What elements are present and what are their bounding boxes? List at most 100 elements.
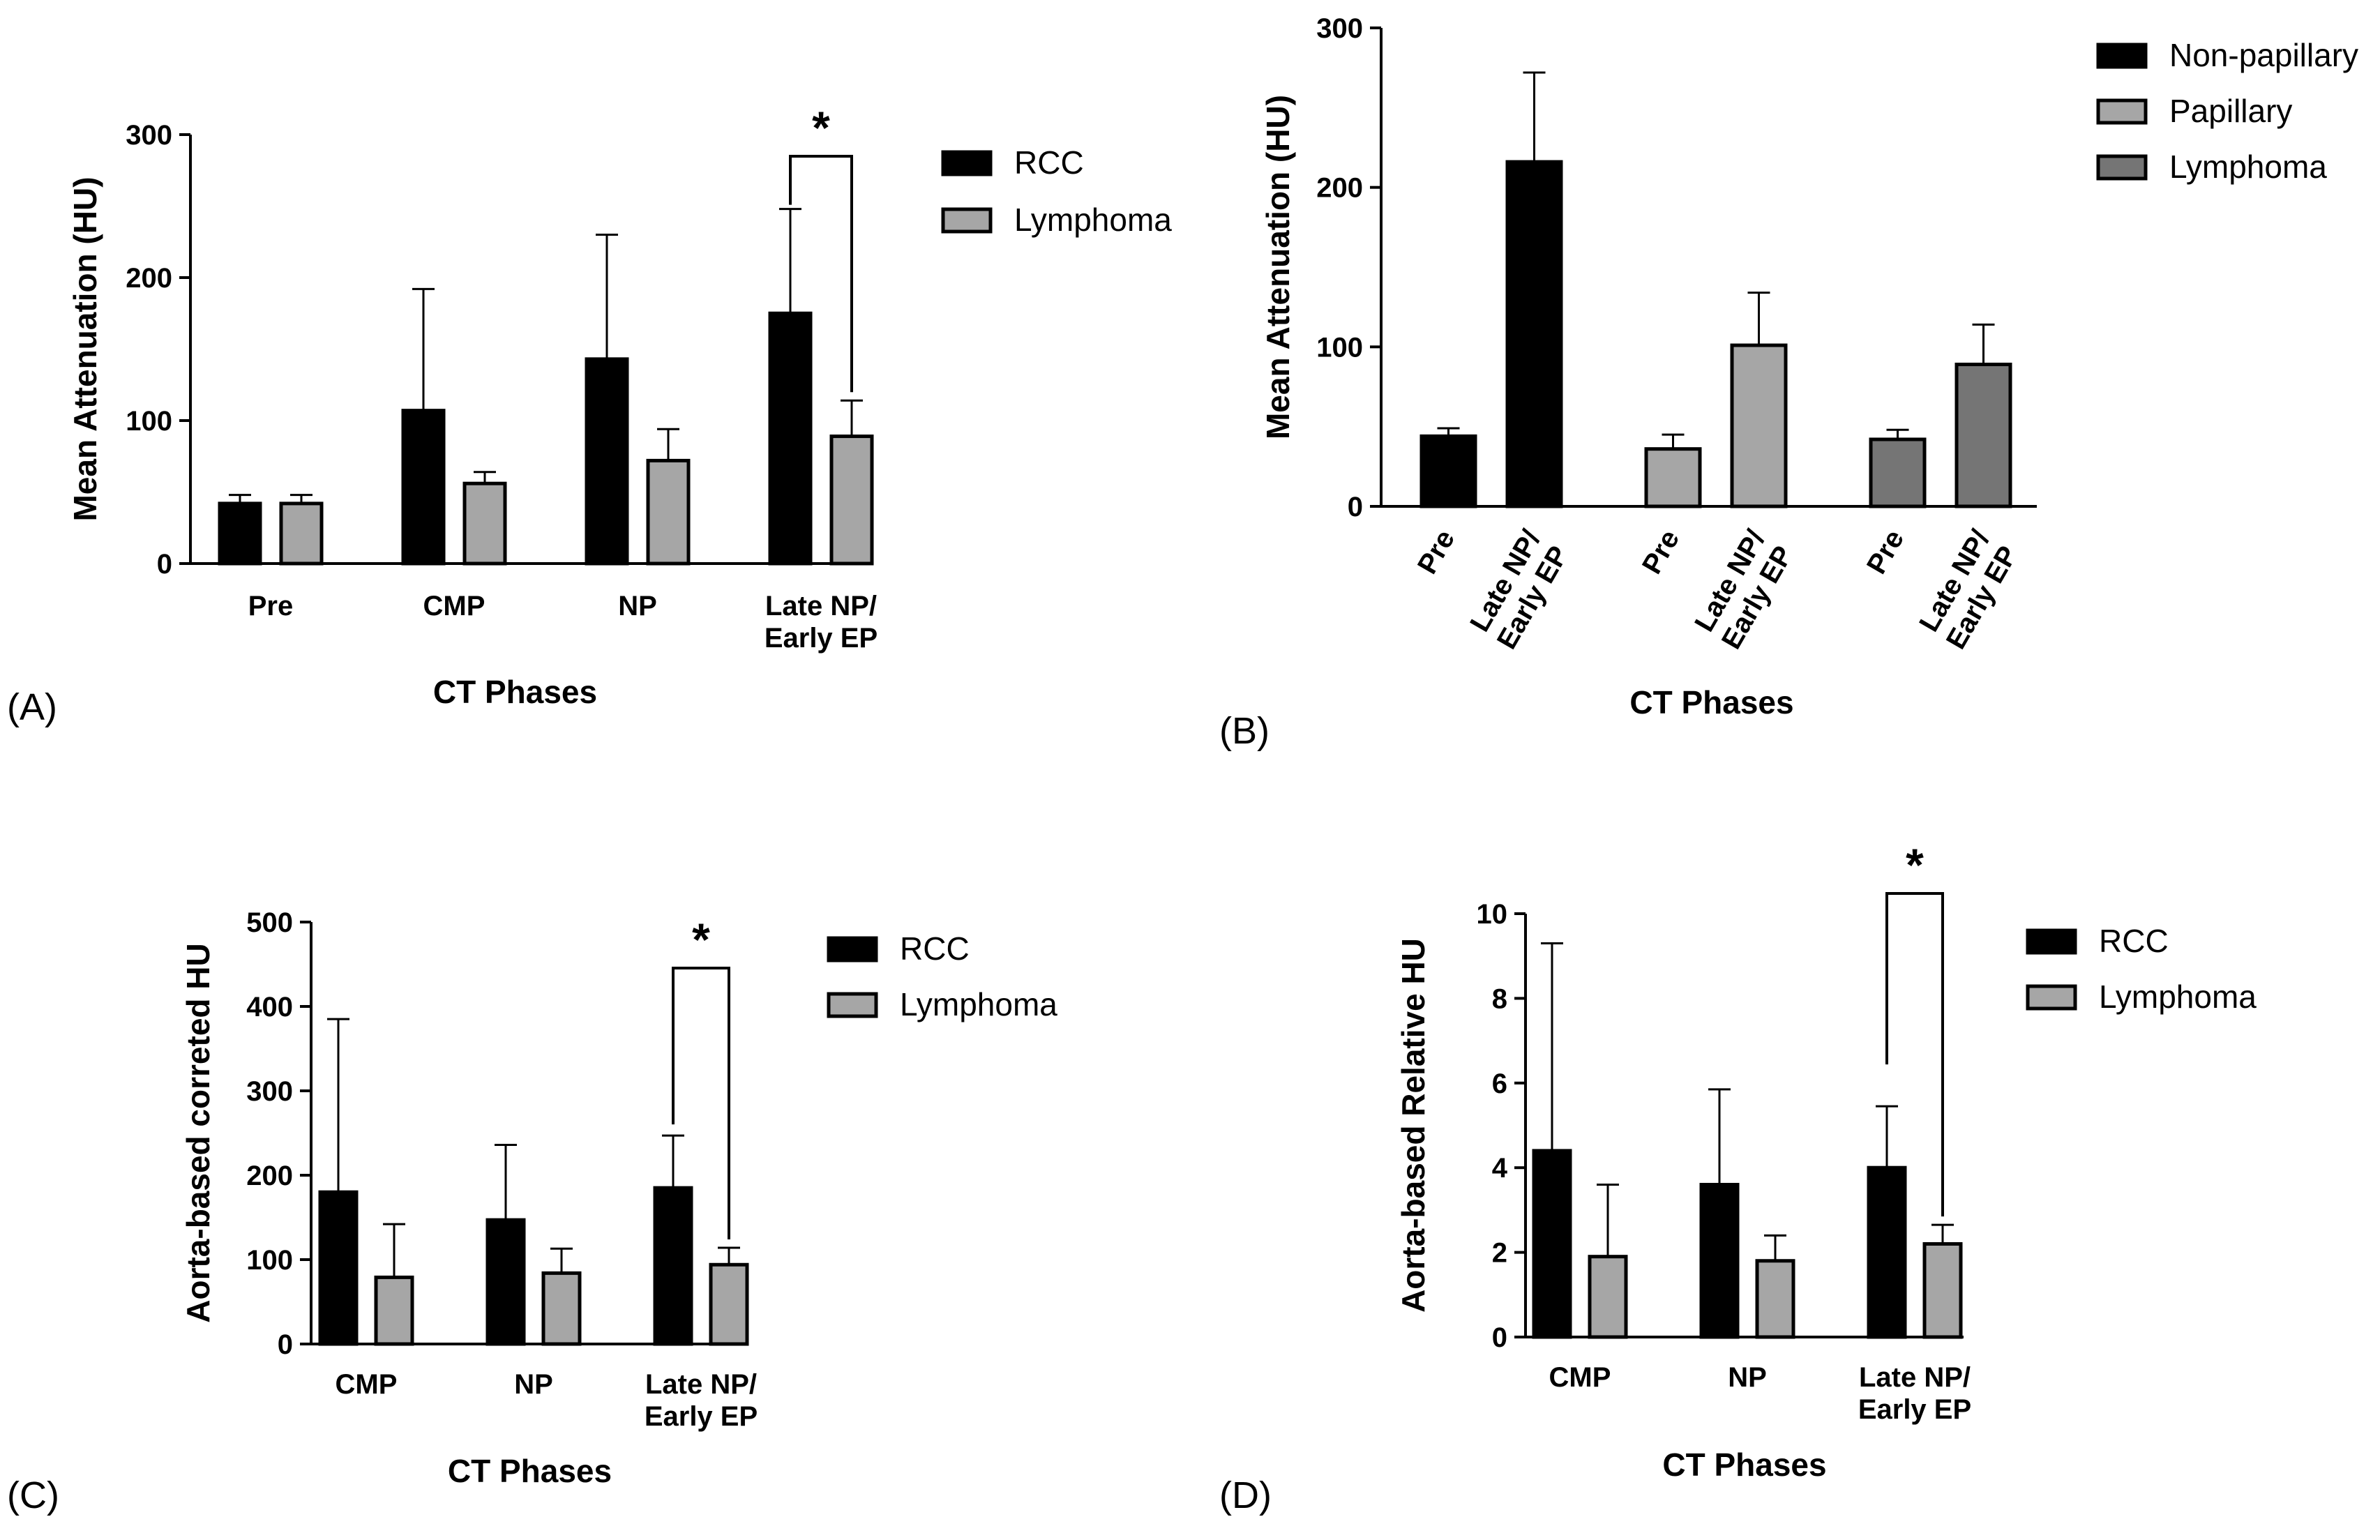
panel-c-ytick-label: 100 <box>246 1245 293 1276</box>
panel-a-lymphoma-bar <box>829 435 874 566</box>
panel-a-rcc-bar <box>768 311 813 566</box>
panel-c: 0 100 200 300 400 500 CMP NP Late NP/Early EP * Ao… <box>7 907 1057 1516</box>
panel-a-significance-star: * <box>812 102 830 153</box>
panel-c-category-label: CMP <box>336 1369 398 1400</box>
panel-b-lymphoma-bar <box>1955 362 2012 508</box>
panel-d-category-label: CMP <box>1549 1362 1611 1393</box>
panel-d-ytick-label: 8 <box>1492 983 1507 1014</box>
panel-a-y-axis-title: Mean Attenuation (HU) <box>67 176 103 521</box>
panel-b-legend-swatch <box>2096 43 2148 69</box>
panel-c-lymphoma-bar <box>374 1275 414 1346</box>
panel-d-ytick-label: 2 <box>1492 1238 1507 1269</box>
panel-c-legend-label: Lymphoma <box>900 986 1057 1022</box>
panel-a-ytick-label: 200 <box>126 263 172 294</box>
panel-d-x-axis-title: CT Phases <box>1662 1447 1826 1483</box>
panel-b-papillary-bar <box>1730 343 1788 508</box>
panel-d: 0 2 4 6 8 10 CMP NP Late NP/Early EP * Aorta-based… <box>1219 839 2257 1516</box>
panel-c-category-label: NP <box>514 1369 553 1400</box>
panel-a: 0 100 200 300 Pre CMP NP Late NP/Early EP * Mean … <box>7 102 1172 728</box>
panel-a-ytick-label: 300 <box>126 120 172 151</box>
panel-c-category-label-line: NP <box>514 1369 553 1400</box>
panel-a-lymphoma-bar <box>279 501 324 566</box>
panel-a-rcc-bar <box>218 501 262 566</box>
panel-c-legend-swatch <box>827 992 878 1018</box>
panel-b-y-axis-title: Mean Attenuation (HU) <box>1260 95 1296 439</box>
panel-c-category-label: Late NP/Early EP <box>645 1369 758 1432</box>
panel-d-legend-swatch <box>2026 928 2077 955</box>
panel-a-ytick-label: 100 <box>126 406 172 437</box>
panel-d-significance-star: * <box>1906 839 1924 891</box>
panel-d-legend-label: Lymphoma <box>2099 979 2257 1015</box>
panel-b-label: (B) <box>1219 710 1270 752</box>
panel-d-legend-swatch <box>2026 984 2077 1011</box>
panel-c-lymphoma-bar <box>541 1271 582 1346</box>
panel-d-category-label: Late NP/Early EP <box>1858 1362 1971 1425</box>
panel-d-lymphoma-bar <box>1755 1259 1795 1339</box>
panel-d-category-label: NP <box>1728 1362 1767 1393</box>
panel-a-category-label: Late NP/Early EP <box>765 591 878 654</box>
panel-a-category-label: NP <box>618 591 657 621</box>
panel-b-ytick-label: 100 <box>1316 332 1363 363</box>
panel-a-legend-label: Lymphoma <box>1014 202 1172 238</box>
panel-b-ytick-label: 0 <box>1348 492 1363 522</box>
panel-c-rcc-bar <box>653 1186 693 1346</box>
panel-a-rcc-bar <box>585 357 629 566</box>
panel-a-category-label: CMP <box>423 591 485 621</box>
panel-b-category-label: Pre <box>1412 525 1461 580</box>
panel-a-x-axis-title: CT Phases <box>433 674 597 710</box>
panel-d-label: (D) <box>1219 1474 1272 1516</box>
panel-a-lymphoma-bar <box>646 458 691 566</box>
panel-c-category-label-line: Late NP/ <box>645 1369 757 1400</box>
panel-c-ytick-label: 0 <box>278 1329 293 1360</box>
panel-b-category-label-line: Pre <box>1861 525 1910 580</box>
panel-c-legend-label: RCC <box>900 930 970 967</box>
panel-c-category-label-line: CMP <box>336 1369 398 1400</box>
panel-b-category-label: Pre <box>1636 525 1685 580</box>
panel-a-ytick-label: 0 <box>157 549 172 580</box>
panel-c-rcc-bar <box>318 1190 359 1346</box>
panel-a-category-label: Pre <box>248 591 294 621</box>
panel-d-category-label-line: CMP <box>1549 1362 1611 1393</box>
panel-b-category-label: Late NP/Early EP <box>1688 525 1799 655</box>
panel-b-x-axis-title: CT Phases <box>1629 684 1793 720</box>
panel-d-significance-bracket <box>1885 892 1944 1217</box>
panel-c-ytick-label: 200 <box>246 1161 293 1191</box>
panel-b-category-label: Late NP/Early EP <box>1463 525 1574 655</box>
panel-b-ytick-label: 200 <box>1316 173 1363 204</box>
panel-b-category-label-line: Pre <box>1412 525 1461 580</box>
panel-b-category-label: Pre <box>1861 525 1910 580</box>
panel-a-label: (A) <box>7 686 57 728</box>
panel-b-non-papillary-bar <box>1419 434 1477 508</box>
panel-d-category-label-line: Early EP <box>1858 1394 1971 1425</box>
panel-d-ytick-label: 6 <box>1492 1069 1507 1099</box>
panel-a-significance-bracket <box>789 155 853 393</box>
panel-d-category-label-line: Late NP/ <box>1859 1362 1971 1393</box>
panel-b-category-label-line: Pre <box>1636 525 1685 580</box>
panel-d-rcc-bar <box>1867 1165 1907 1339</box>
panel-c-significance-bracket <box>672 967 730 1240</box>
panel-d-ytick-label: 10 <box>1477 899 1508 930</box>
panel-a-category-label-line: CMP <box>423 591 485 621</box>
panel-b-legend-label: Non-papillary <box>2169 37 2358 73</box>
panel-c-rcc-bar <box>485 1218 526 1346</box>
panel-a-category-label-line: Pre <box>248 591 294 621</box>
panel-d-y-axis-title: Aorta-based Relative HU <box>1395 938 1431 1313</box>
panel-b-ytick-label: 300 <box>1316 13 1363 44</box>
panel-d-rcc-bar <box>1532 1149 1572 1339</box>
panel-a-lymphoma-bar <box>462 481 507 566</box>
panel-a-category-label-line: Late NP/ <box>765 591 877 621</box>
panel-a-rcc-bar <box>401 409 446 566</box>
panel-a-legend-swatch <box>941 207 993 234</box>
panel-c-ytick-label: 400 <box>246 992 293 1022</box>
panel-a-legend-label: RCC <box>1014 144 1084 181</box>
panel-c-lymphoma-bar <box>709 1262 749 1346</box>
panel-c-x-axis-title: CT Phases <box>448 1453 612 1489</box>
panel-d-lymphoma-bar <box>1588 1255 1628 1339</box>
panel-c-y-axis-title: Aorta-based correted HU <box>180 943 216 1322</box>
panel-b-papillary-bar <box>1644 447 1702 508</box>
panel-b-legend-label: Papillary <box>2169 93 2292 129</box>
panel-b-legend-swatch <box>2096 98 2148 125</box>
panel-c-category-label-line: Early EP <box>645 1401 758 1432</box>
